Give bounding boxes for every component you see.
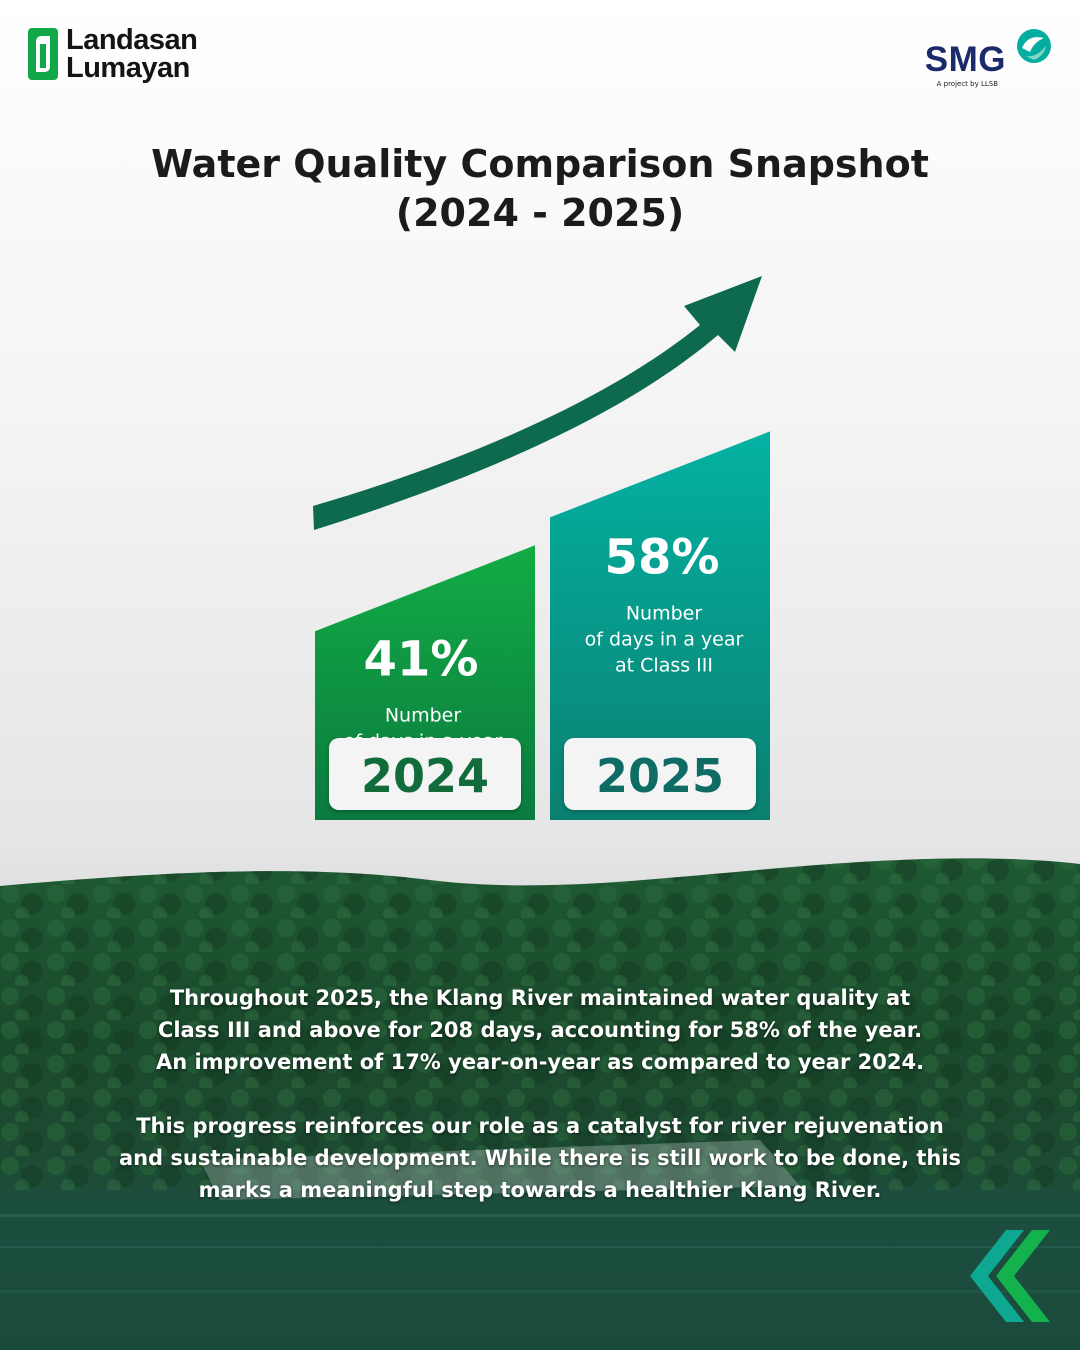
title-line-1: Water Quality Comparison Snapshot [151, 142, 929, 186]
summary-paragraph-2: This progress reinforces our role as a c… [118, 1114, 962, 1202]
logo-line-2: Lumayan [66, 52, 190, 84]
smg-swirl-icon [1017, 29, 1051, 63]
page-title: Water Quality Comparison Snapshot (2024 … [0, 140, 1080, 238]
title-line-2: (2024 - 2025) [395, 191, 685, 235]
smg-tagline: A project by LLSB [936, 80, 998, 88]
smg-logo-text: SMG [924, 40, 1006, 79]
summary-paragraph-1: Throughout 2025, the Klang River maintai… [155, 986, 925, 1074]
smg-logo: SMG A project by LLSB [914, 26, 1054, 92]
double-chevron-icon [970, 1230, 1050, 1322]
logo-line-1: Landasan [66, 24, 198, 56]
landasan-lumayan-logo-icon [28, 28, 58, 80]
landasan-lumayan-logo: Landasan Lumayan [28, 24, 198, 84]
